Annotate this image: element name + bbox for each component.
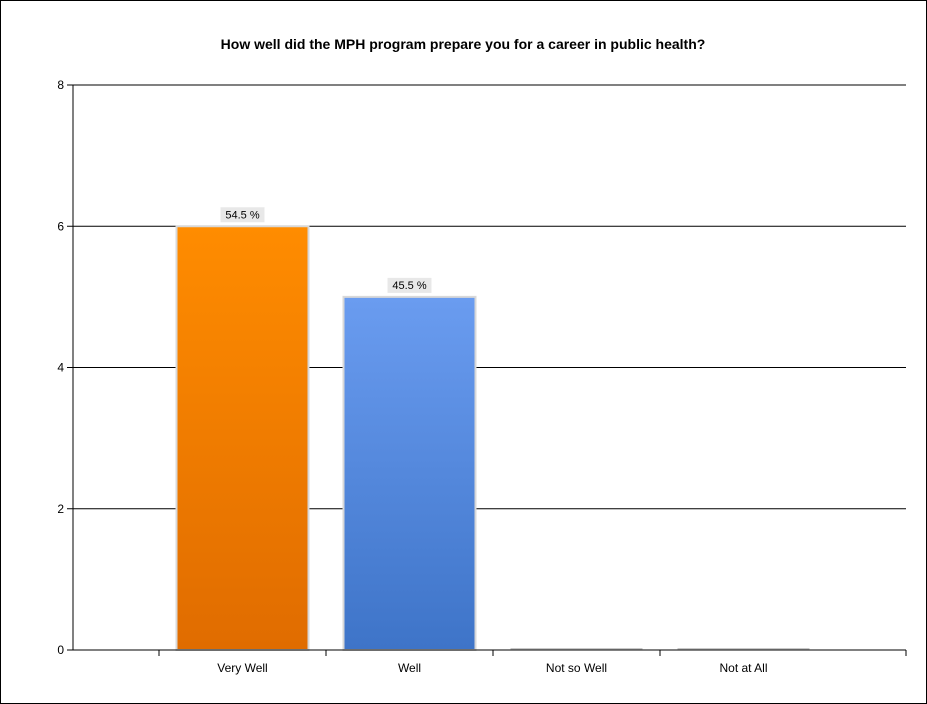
bar-very-well	[175, 225, 310, 651]
x-tick-label: Well	[398, 661, 421, 675]
y-tick-label: 4	[57, 361, 64, 375]
chart-title: How well did the MPH program prepare you…	[221, 36, 706, 52]
y-tick-label: 8	[57, 78, 64, 92]
y-tick-label: 6	[57, 219, 64, 233]
data-label-bg	[220, 207, 265, 223]
data-label-bg	[387, 277, 432, 293]
x-tick-label: Not so Well	[546, 661, 607, 675]
x-tick-label: Not at All	[719, 661, 767, 675]
x-axis: Very Well Well Not so Well Not at All	[73, 649, 907, 675]
data-labels: 54.5 % 45.5 %	[220, 207, 432, 293]
bar-well	[342, 295, 477, 651]
bar-not-so-well	[510, 648, 643, 650]
y-tick-label: 0	[57, 643, 64, 657]
x-tick-label: Very Well	[217, 661, 267, 675]
data-label: 45.5 %	[392, 280, 426, 292]
y-tick-label: 2	[57, 502, 64, 516]
bars	[175, 225, 810, 651]
bar-not-at-all	[677, 648, 810, 650]
y-axis: 0 2 4 6 8	[57, 78, 74, 657]
data-label: 54.5 %	[225, 209, 259, 221]
